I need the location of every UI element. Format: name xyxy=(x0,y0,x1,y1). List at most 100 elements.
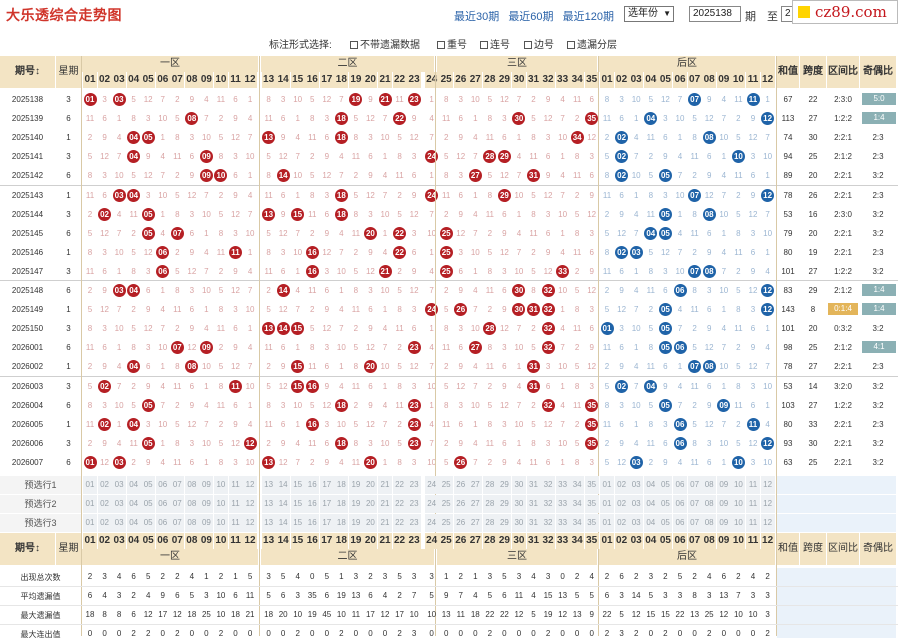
predict-cell[interactable]: 06 xyxy=(155,514,170,532)
predict-cell[interactable]: 13 xyxy=(261,514,276,532)
predict-cell[interactable]: 18 xyxy=(334,495,349,513)
predict-cell[interactable]: 09 xyxy=(199,476,214,494)
predict-cell[interactable]: 10 xyxy=(731,514,746,532)
predict-cell[interactable]: 02 xyxy=(97,495,112,513)
predict-cell[interactable]: 12 xyxy=(243,476,258,494)
option-consecutive[interactable]: 连号 xyxy=(480,36,510,51)
predict-cell[interactable]: 32 xyxy=(541,514,556,532)
predict-cell[interactable]: 27 xyxy=(468,514,483,532)
predict-cell[interactable]: 15 xyxy=(290,514,305,532)
predict-cell[interactable]: 19 xyxy=(348,476,363,494)
predict-cell[interactable]: 11 xyxy=(228,514,243,532)
predict-cell[interactable]: 22 xyxy=(392,514,407,532)
predict-cell[interactable]: 04 xyxy=(643,476,658,494)
predict-cell[interactable]: 03 xyxy=(629,476,644,494)
predict-cell[interactable]: 32 xyxy=(541,476,556,494)
predict-cell[interactable]: 01 xyxy=(83,476,97,494)
checkbox-icon[interactable] xyxy=(480,41,488,49)
predict-cell[interactable]: 05 xyxy=(658,495,673,513)
predict-cell[interactable]: 13 xyxy=(261,476,276,494)
predict-cell[interactable]: 14 xyxy=(276,514,291,532)
predict-cell[interactable]: 05 xyxy=(141,495,156,513)
predict-cell[interactable]: 16 xyxy=(305,495,320,513)
predict-cell[interactable]: 10 xyxy=(213,495,228,513)
predict-cell[interactable]: 06 xyxy=(673,476,687,494)
predict-cell[interactable]: 26 xyxy=(453,495,468,513)
predict-cell[interactable]: 07 xyxy=(687,514,702,532)
predict-cell[interactable]: 22 xyxy=(392,476,407,494)
option-layer[interactable]: 遗漏分层 xyxy=(567,36,617,51)
predict-cell[interactable]: 09 xyxy=(716,476,731,494)
predict-cell[interactable]: 30 xyxy=(511,495,526,513)
predict-cell[interactable]: 28 xyxy=(482,514,497,532)
predict-cell[interactable]: 29 xyxy=(497,495,512,513)
predict-cell[interactable]: 04 xyxy=(643,495,658,513)
predict-cell[interactable]: 19 xyxy=(348,495,363,513)
predict-cell[interactable]: 13 xyxy=(261,495,276,513)
from-period-input[interactable]: 2025138 xyxy=(689,6,741,22)
checkbox-icon[interactable] xyxy=(567,41,575,49)
predict-cell[interactable]: 21 xyxy=(378,476,392,494)
predict-cell[interactable]: 29 xyxy=(497,476,512,494)
predict-cell[interactable]: 09 xyxy=(199,514,214,532)
predict-cell[interactable]: 03 xyxy=(112,476,127,494)
predict-cell[interactable]: 10 xyxy=(213,476,228,494)
predict-cell[interactable]: 08 xyxy=(702,476,717,494)
predict-cell[interactable]: 03 xyxy=(629,495,644,513)
predict-cell[interactable]: 07 xyxy=(170,476,185,494)
predict-cell[interactable]: 15 xyxy=(290,495,305,513)
option-no-omission[interactable]: 不带遗漏数据 xyxy=(350,36,420,51)
predict-cell[interactable]: 18 xyxy=(334,476,349,494)
predict-cell[interactable]: 16 xyxy=(305,476,320,494)
predict-cell[interactable]: 28 xyxy=(482,476,497,494)
predict-cell[interactable]: 09 xyxy=(716,495,731,513)
predict-cell[interactable]: 03 xyxy=(112,514,127,532)
predict-cell[interactable]: 04 xyxy=(126,476,141,494)
predict-cell[interactable]: 15 xyxy=(290,476,305,494)
predict-cell[interactable]: 02 xyxy=(614,495,629,513)
predict-cell[interactable]: 08 xyxy=(702,514,717,532)
predict-cell[interactable]: 02 xyxy=(614,476,629,494)
predict-cell[interactable]: 21 xyxy=(378,514,392,532)
predict-cell[interactable]: 04 xyxy=(643,514,658,532)
predict-cell[interactable]: 33 xyxy=(555,476,570,494)
predict-cell[interactable]: 02 xyxy=(97,476,112,494)
predict-cell[interactable]: 27 xyxy=(468,495,483,513)
predict-cell[interactable]: 12 xyxy=(760,476,775,494)
predict-cell[interactable]: 11 xyxy=(746,476,760,494)
predict-cell[interactable]: 26 xyxy=(453,514,468,532)
predict-cell[interactable]: 01 xyxy=(600,495,614,513)
predict-cell[interactable]: 25 xyxy=(439,476,454,494)
predict-cell[interactable]: 31 xyxy=(526,495,541,513)
predict-cell[interactable]: 11 xyxy=(228,476,243,494)
predict-cell[interactable]: 06 xyxy=(673,495,687,513)
predict-cell[interactable]: 14 xyxy=(276,476,291,494)
predict-cell[interactable]: 12 xyxy=(760,514,775,532)
predict-cell[interactable]: 28 xyxy=(482,495,497,513)
predict-cell[interactable]: 17 xyxy=(319,476,334,494)
predict-cell[interactable]: 24 xyxy=(424,476,439,494)
predict-cell[interactable]: 12 xyxy=(243,514,258,532)
predict-cell[interactable]: 11 xyxy=(228,495,243,513)
year-select[interactable]: 选年份 xyxy=(624,6,674,22)
predict-cell[interactable]: 18 xyxy=(334,514,349,532)
predict-cell[interactable]: 10 xyxy=(731,495,746,513)
nav-last-120[interactable]: 最近120期 xyxy=(562,11,614,23)
predict-cell[interactable]: 23 xyxy=(407,514,422,532)
predict-cell[interactable]: 06 xyxy=(673,514,687,532)
predict-cell[interactable]: 01 xyxy=(600,476,614,494)
predict-cell[interactable]: 01 xyxy=(83,495,97,513)
predict-cell[interactable]: 07 xyxy=(687,495,702,513)
predict-cell[interactable]: 10 xyxy=(731,476,746,494)
predict-cell[interactable]: 22 xyxy=(392,495,407,513)
option-edge[interactable]: 边号 xyxy=(524,36,554,51)
option-repeat[interactable]: 重号 xyxy=(437,36,467,51)
predict-cell[interactable]: 01 xyxy=(600,514,614,532)
predict-cell[interactable]: 26 xyxy=(453,476,468,494)
predict-cell[interactable]: 24 xyxy=(424,495,439,513)
predict-cell[interactable]: 34 xyxy=(570,476,585,494)
predict-cell[interactable]: 19 xyxy=(348,514,363,532)
predict-cell[interactable]: 23 xyxy=(407,476,422,494)
checkbox-icon[interactable] xyxy=(524,41,532,49)
predict-cell[interactable]: 07 xyxy=(170,495,185,513)
